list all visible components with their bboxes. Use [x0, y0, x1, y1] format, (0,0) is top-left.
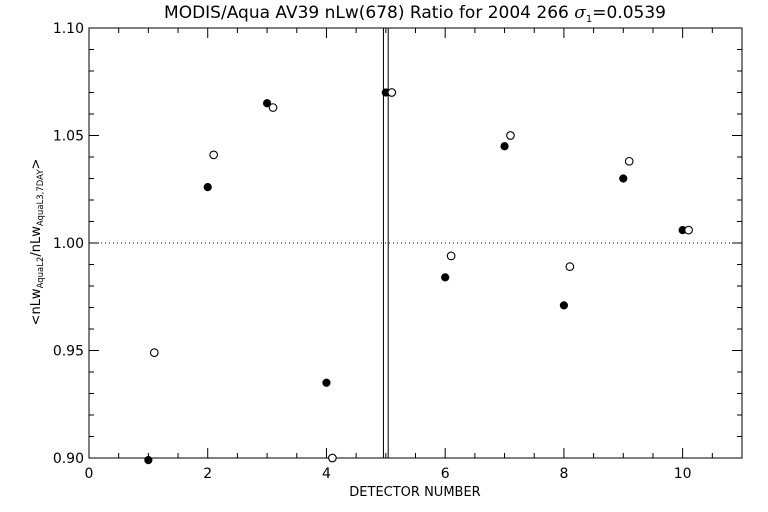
data-point-filled — [619, 174, 628, 183]
y-tick-label: 0.90 — [53, 451, 84, 467]
chart-title: MODIS/Aqua AV39 nLw(678) Ratio for 2004 … — [164, 3, 666, 25]
data-point-filled — [262, 99, 272, 108]
chart-title-sigma-value: =0.0539 — [592, 3, 666, 23]
data-point-open — [446, 251, 456, 261]
y-axis-label-close: > — [29, 159, 44, 170]
data-point-open — [624, 156, 634, 166]
x-tick-label: 2 — [203, 466, 212, 482]
data-point-filled — [500, 142, 509, 151]
data-point-open — [684, 225, 693, 235]
x-tick-label: 0 — [85, 466, 94, 482]
data-point-open — [387, 88, 397, 97]
x-tick-label: 4 — [322, 466, 331, 482]
plot-frame — [88, 27, 743, 459]
chart-title-sigma-subscript: 1 — [586, 14, 592, 25]
x-tick-label: 10 — [674, 466, 692, 482]
data-point-filled — [144, 456, 153, 465]
x-tick-label: 8 — [559, 466, 568, 482]
y-axis-label-sub2: AquaL3,7DAY — [36, 169, 46, 226]
x-axis-label: DETECTOR NUMBER — [349, 485, 480, 500]
data-point-filled — [203, 183, 212, 192]
chart-title-sigma: σ — [574, 3, 586, 23]
data-point-filled — [441, 273, 450, 282]
data-point-open — [565, 262, 575, 272]
y-axis-label-mid: /nLw — [29, 226, 44, 257]
data-point-open — [209, 150, 219, 160]
y-tick-label: 1.05 — [53, 129, 84, 145]
chart-title-prefix: MODIS/Aqua AV39 nLw(678) Ratio for 2004 … — [164, 3, 574, 23]
y-tick-label: 0.95 — [53, 344, 84, 360]
data-point-open — [268, 103, 278, 112]
data-point-open — [506, 131, 515, 140]
data-point-filled — [559, 301, 569, 310]
data-point-open — [149, 348, 159, 358]
x-tick-label: 6 — [441, 466, 450, 482]
y-tick-label: 1.00 — [53, 236, 84, 252]
y-axis-label: <nLwAquaL2/nLwAquaL3,7DAY> — [29, 159, 46, 326]
y-axis-label-sub1: AquaL2 — [36, 257, 46, 289]
y-axis-label-open: <nLw — [29, 288, 44, 325]
y-tick-label: 1.10 — [53, 21, 84, 37]
data-point-open — [328, 453, 337, 463]
data-point-filled — [322, 378, 331, 387]
plot-area: 0 2 4 6 8 10 0.90 0.95 1.00 1.05 1.10 — [53, 21, 743, 482]
